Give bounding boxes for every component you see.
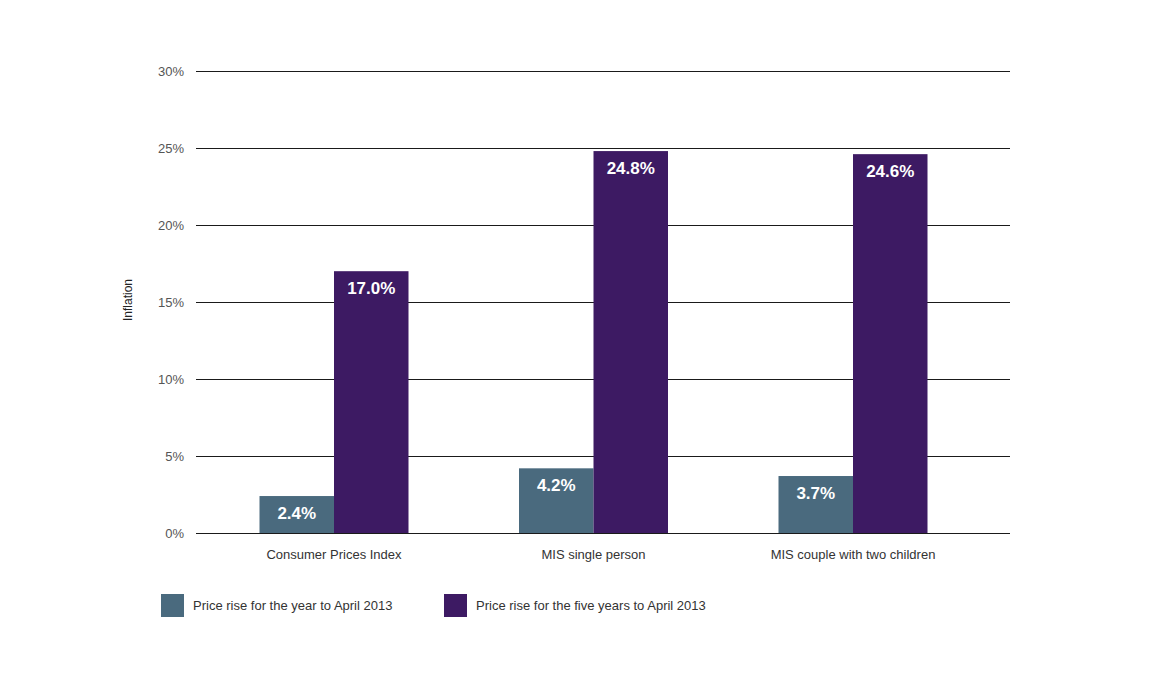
tick-label: 30% xyxy=(158,64,184,79)
bar xyxy=(853,154,928,533)
bar xyxy=(519,468,594,533)
data-label: 3.7% xyxy=(796,484,835,503)
bar xyxy=(779,476,854,533)
legend-label: Price rise for the five years to April 2… xyxy=(476,598,706,613)
data-label: 2.4% xyxy=(277,504,316,523)
legend-label: Price rise for the year to April 2013 xyxy=(193,598,392,613)
chart: 0% 5% 10% 15% 20% 25% 30% Inflation 2.4% 17.0% 4.2… xyxy=(0,0,1166,680)
tick-label: 10% xyxy=(158,372,184,387)
category-label: MIS couple with two children xyxy=(771,547,936,562)
tick-label: 5% xyxy=(165,449,184,464)
legend: Price rise for the year to April 2013 Pri… xyxy=(161,594,706,617)
data-label: 24.6% xyxy=(866,162,914,181)
data-labels: 2.4% 17.0% 4.2% 24.8% 3.7% 24.6% xyxy=(277,159,914,523)
tick-label: 20% xyxy=(158,218,184,233)
grid-line xyxy=(196,71,1010,72)
axis-title: Inflation xyxy=(121,279,135,321)
data-label: 4.2% xyxy=(537,476,576,495)
legend-swatch xyxy=(444,594,467,617)
grid-line xyxy=(196,148,1010,149)
category-label: MIS single person xyxy=(541,547,645,562)
bar xyxy=(334,271,409,533)
bar xyxy=(260,496,335,533)
bars xyxy=(260,151,928,533)
legend-swatch xyxy=(161,594,184,617)
bar xyxy=(594,151,669,533)
grid xyxy=(196,71,1010,533)
tick-label: 15% xyxy=(158,295,184,310)
category-label: Consumer Prices Index xyxy=(266,547,402,562)
data-label: 17.0% xyxy=(347,279,395,298)
tick-label: 25% xyxy=(158,141,184,156)
data-label: 24.8% xyxy=(607,159,655,178)
tick-label: 0% xyxy=(165,526,184,541)
